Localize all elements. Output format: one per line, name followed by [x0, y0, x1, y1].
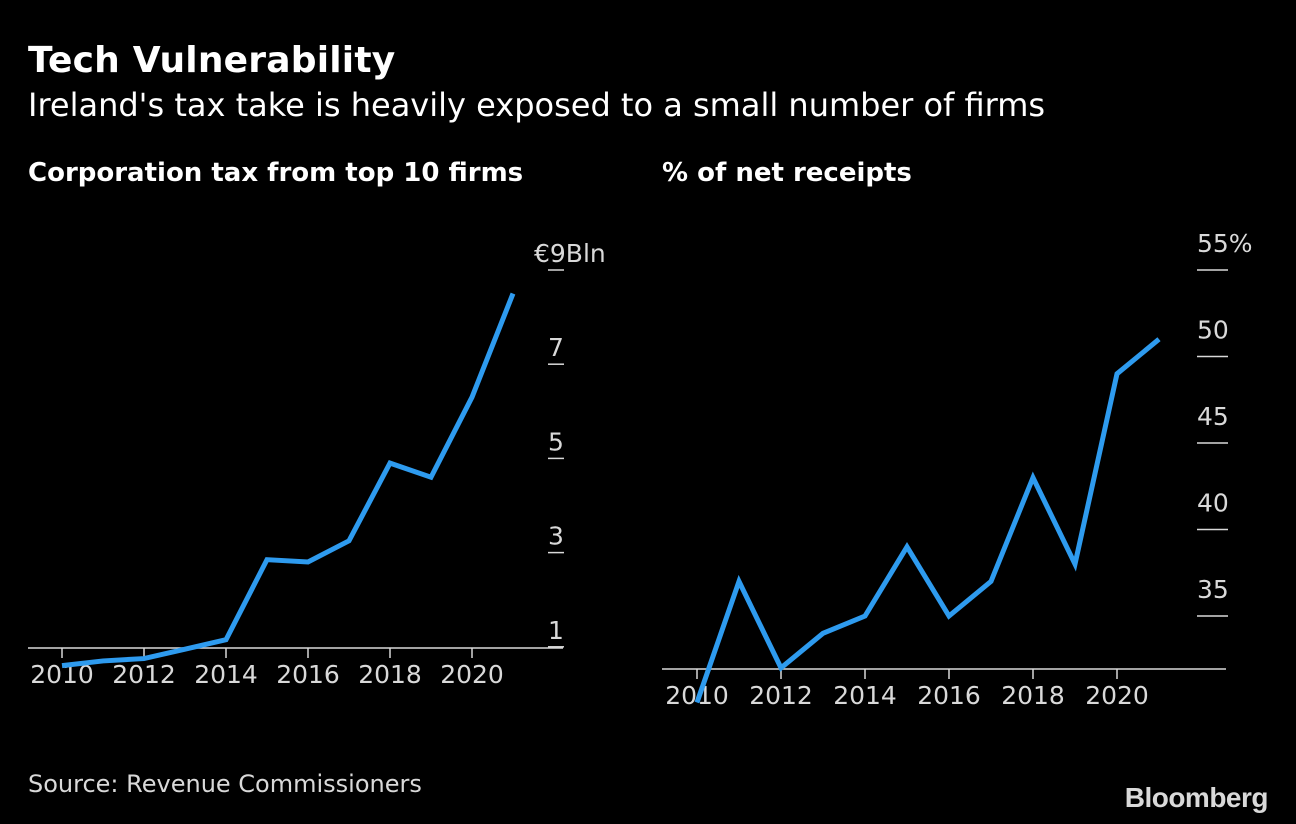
bloomberg-logo: Bloomberg [1124, 782, 1269, 813]
x-tick-label: 2016 [276, 660, 340, 689]
y-tick-label: 7 [548, 333, 564, 362]
y-tick-label: 5 [548, 427, 564, 456]
right-panel-title: % of net receipts [662, 158, 912, 188]
chart-title: Tech Vulnerability [28, 40, 396, 81]
x-tick-label: 2014 [194, 660, 258, 689]
x-tick-label: 2012 [112, 660, 176, 689]
left-panel-title: Corporation tax from top 10 firms [28, 158, 524, 188]
source-note: Source: Revenue Commissioners [28, 770, 422, 798]
y-tick-label: €9Bln [534, 239, 606, 268]
chart-subtitle: Ireland's tax take is heavily exposed to… [28, 86, 1046, 124]
y-tick-label: 3 [548, 522, 564, 551]
y-tick-label: 1 [548, 616, 564, 645]
x-tick-label: 2018 [358, 660, 422, 689]
x-tick-label: 2020 [440, 660, 504, 689]
series-line [61, 292, 516, 669]
